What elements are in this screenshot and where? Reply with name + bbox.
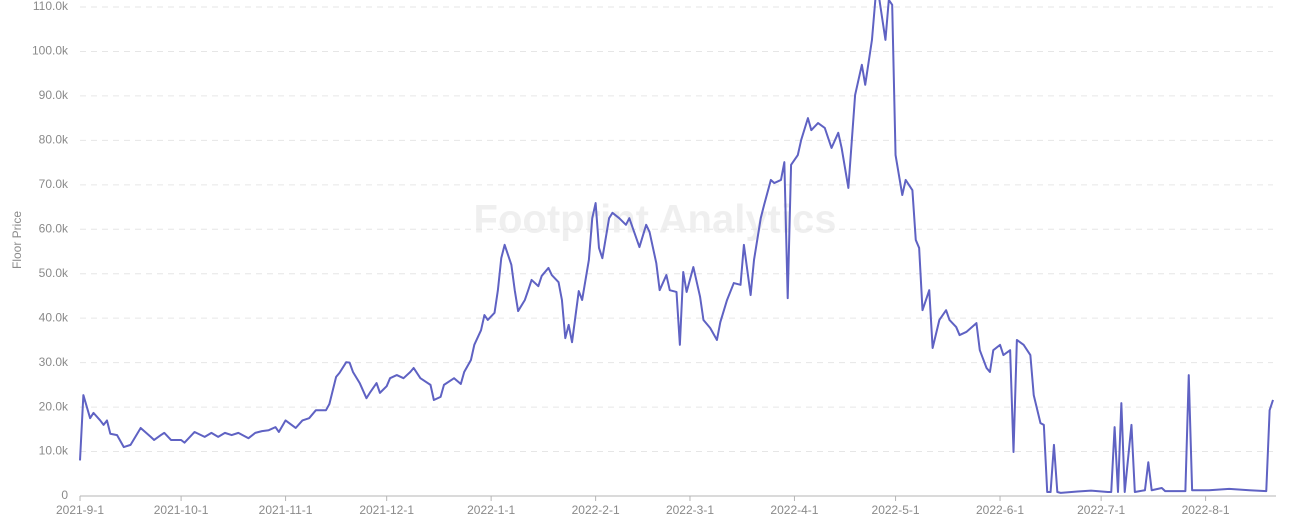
y-tick-label: 70.0k xyxy=(39,177,69,191)
price-line xyxy=(79,0,1274,494)
x-tick-label: 2022-3-1 xyxy=(666,503,714,517)
y-tick-label: 80.0k xyxy=(39,133,69,147)
x-tick-label: 2022-8-1 xyxy=(1182,503,1230,517)
y-tick-label: 50.0k xyxy=(39,266,69,280)
y-tick-label: 30.0k xyxy=(39,355,69,369)
y-tick-label: 110.0k xyxy=(33,0,69,13)
y-tick-label: 60.0k xyxy=(39,221,69,235)
x-tick-label: 2022-2-1 xyxy=(572,503,620,517)
x-tick-label: 2021-12-1 xyxy=(359,503,414,517)
watermark: Footprint Analytics xyxy=(474,198,837,242)
y-axis-title: Floor Price xyxy=(10,211,24,269)
x-tick-label: 2022-1-1 xyxy=(467,503,515,517)
y-tick-label: 10.0k xyxy=(39,444,69,458)
x-tick-label: 2022-7-1 xyxy=(1077,503,1125,517)
y-tick-label: 20.0k xyxy=(39,399,69,413)
y-axis-title-group: Floor Price xyxy=(10,211,24,269)
y-tick-label: 100.0k xyxy=(32,44,69,58)
x-tick-label: 2022-5-1 xyxy=(872,503,920,517)
x-tick-label: 2022-6-1 xyxy=(976,503,1024,517)
y-tick-label: 90.0k xyxy=(39,88,69,102)
y-tick-label: 40.0k xyxy=(39,310,69,324)
x-tick-label: 2022-4-1 xyxy=(770,503,818,517)
x-tick-label: 2021-10-1 xyxy=(154,503,209,517)
y-tick-label: 0 xyxy=(61,488,68,502)
x-tick-label: 2021-11-1 xyxy=(259,503,313,517)
x-tick-label: 2021-9-1 xyxy=(56,503,104,517)
